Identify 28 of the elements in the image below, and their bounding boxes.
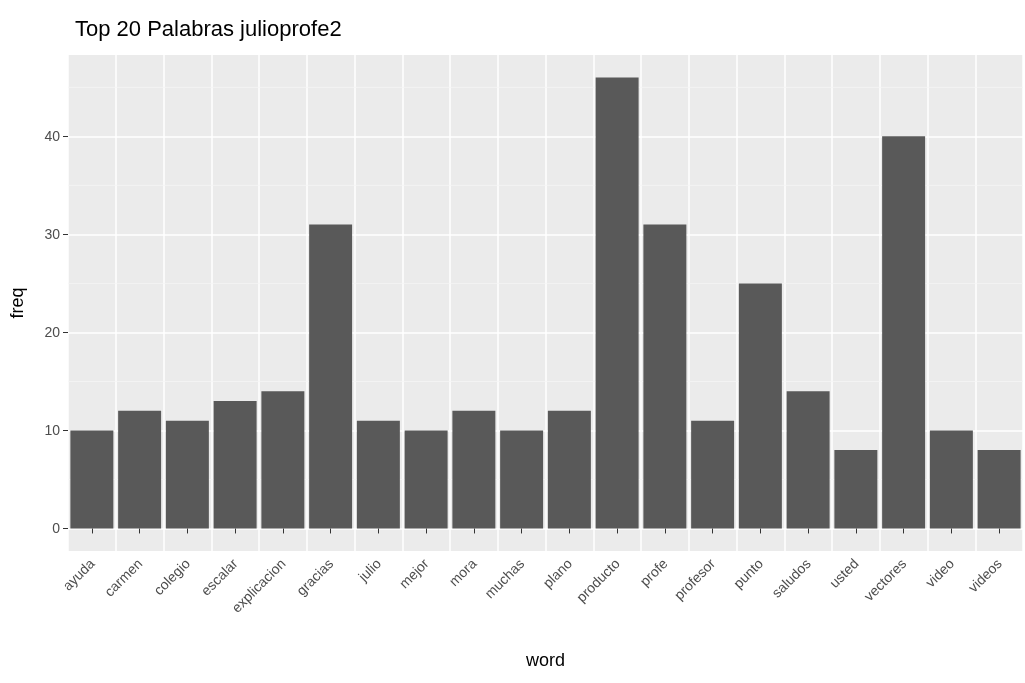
bar [309, 224, 353, 529]
bar [165, 420, 209, 529]
bar [118, 410, 162, 529]
bar [738, 283, 782, 529]
bar [643, 224, 687, 529]
bar [70, 430, 114, 529]
bar [691, 420, 735, 529]
bar [452, 410, 496, 529]
bar [834, 450, 878, 529]
y-tick-label: 40 [44, 128, 61, 145]
bar [261, 391, 305, 529]
bar [595, 77, 639, 529]
bar [882, 136, 926, 529]
bar [977, 450, 1021, 529]
bar [547, 410, 591, 529]
bar [786, 391, 830, 529]
y-tick-label: 10 [44, 422, 61, 439]
chart-title: Top 20 Palabras julioprofe2 [75, 15, 342, 41]
bar [929, 430, 973, 529]
y-axis-title: freq [7, 287, 27, 319]
bar [213, 401, 257, 529]
y-tick-label: 30 [44, 226, 61, 243]
y-tick-label: 0 [52, 520, 61, 537]
bar [356, 420, 400, 529]
x-axis-title: word [524, 650, 566, 670]
bar [500, 430, 544, 529]
y-tick-label: 20 [44, 324, 61, 341]
bar [404, 430, 448, 529]
